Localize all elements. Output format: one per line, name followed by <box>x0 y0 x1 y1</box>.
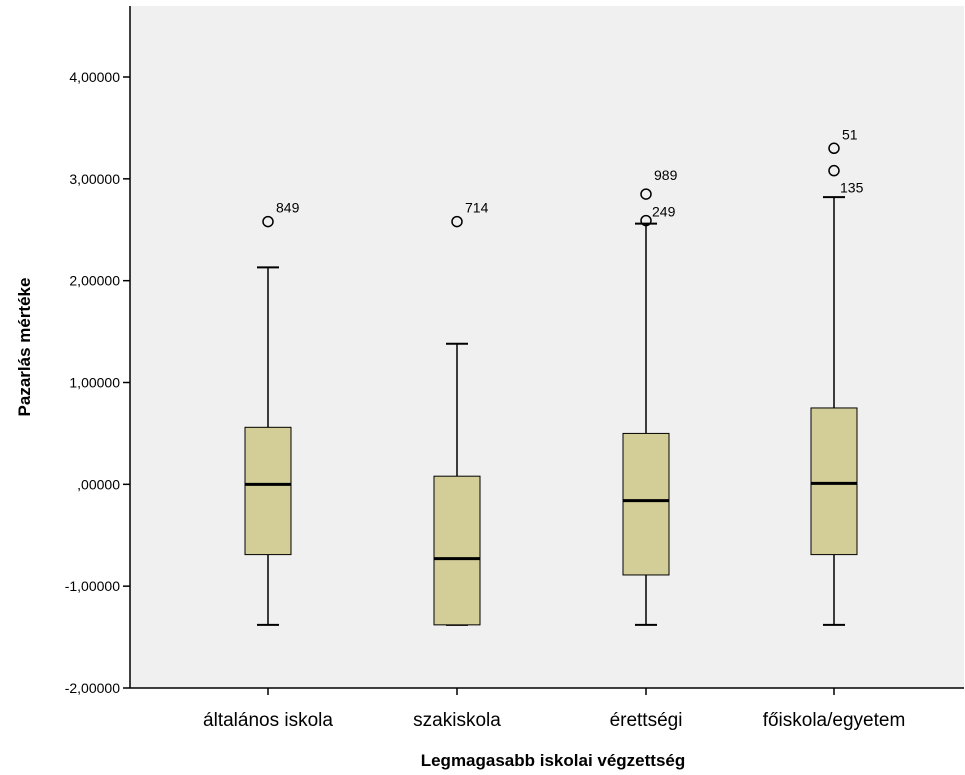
plot-area <box>130 6 964 688</box>
y-tick-label: -1,00000 <box>65 578 120 594</box>
y-axis-title: Pazarlás mértéke <box>15 278 34 417</box>
box-group-3: 51 135 <box>810 126 864 626</box>
y-tick-label: ,00000 <box>77 476 120 492</box>
outlier-point <box>828 142 840 155</box>
box-iqr <box>244 426 292 556</box>
box-group-1: 714 <box>433 200 489 626</box>
outlier-label: 249 <box>652 204 676 220</box>
box-iqr <box>433 475 481 626</box>
outlier-label: 714 <box>465 200 489 216</box>
outlier-point <box>262 215 274 228</box>
outlier-label: 989 <box>654 167 678 183</box>
outlier-point <box>451 215 463 228</box>
y-tick-label: 1,00000 <box>69 375 120 391</box>
y-tick-label: 3,00000 <box>69 171 120 187</box>
y-tick-label: 4,00000 <box>69 69 120 85</box>
y-tick-label: -2,00000 <box>65 680 120 696</box>
x-tick-label: általános iskola <box>203 710 333 731</box>
x-tick-label: érettségi <box>610 710 683 731</box>
x-axis-ticks: általános iskola szakiskola érettségi főisk… <box>203 688 905 731</box>
box-iqr <box>810 407 858 556</box>
outlier-point <box>828 164 840 177</box>
x-axis-title: Legmagasabb iskolai végzettség <box>421 751 686 770</box>
outlier-label: 51 <box>842 126 858 142</box>
x-tick-label: szakiskola <box>413 710 501 731</box>
outlier-point <box>640 214 652 227</box>
boxes-group: 849 714 989 249 51 135 <box>244 126 864 626</box>
outlier-label: 135 <box>840 180 864 196</box>
box-group-0: 849 <box>244 200 300 626</box>
outlier-label: 849 <box>276 200 300 216</box>
y-tick-label: 2,00000 <box>69 273 120 289</box>
box-iqr <box>622 432 670 576</box>
x-tick-label: főiskola/egyetem <box>763 710 906 731</box>
outlier-point <box>640 188 652 200</box>
y-axis-ticks: -2,00000 -1,00000 ,00000 1,00000 2,00000 3,00… <box>65 69 130 696</box>
box-group-2: 989 249 <box>622 167 678 626</box>
